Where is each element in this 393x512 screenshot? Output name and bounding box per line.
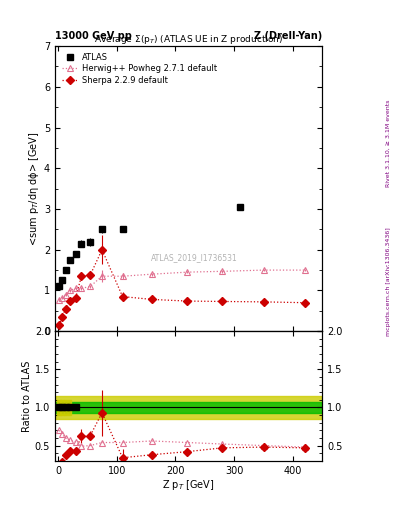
Text: mcplots.cern.ch [arXiv:1306.3436]: mcplots.cern.ch [arXiv:1306.3436]	[386, 227, 391, 336]
X-axis label: Z p$_{T}$ [GeV]: Z p$_{T}$ [GeV]	[162, 478, 215, 493]
Text: ATLAS_2019_I1736531: ATLAS_2019_I1736531	[151, 253, 237, 262]
Text: Rivet 3.1.10, ≥ 3.1M events: Rivet 3.1.10, ≥ 3.1M events	[386, 100, 391, 187]
Bar	[64, 400, 67, 415]
Bar	[55, 402, 322, 413]
Legend: ATLAS, Herwig++ Powheg 2.7.1 default, Sherpa 2.2.9 default: ATLAS, Herwig++ Powheg 2.7.1 default, Sh…	[59, 50, 219, 87]
Text: Z (Drell-Yan): Z (Drell-Yan)	[254, 31, 322, 40]
Title: Average Σ(p$_{T}$) (ATLAS UE in Z production): Average Σ(p$_{T}$) (ATLAS UE in Z produc…	[94, 33, 283, 46]
Bar	[55, 396, 322, 419]
Bar	[60, 400, 64, 415]
Y-axis label: <sum p$_{T}$/dη dϕ> [GeV]: <sum p$_{T}$/dη dϕ> [GeV]	[27, 132, 41, 246]
Text: 13000 GeV pp: 13000 GeV pp	[55, 31, 132, 40]
Y-axis label: Ratio to ATLAS: Ratio to ATLAS	[22, 360, 32, 432]
Bar	[57, 400, 61, 415]
Bar	[68, 400, 72, 415]
